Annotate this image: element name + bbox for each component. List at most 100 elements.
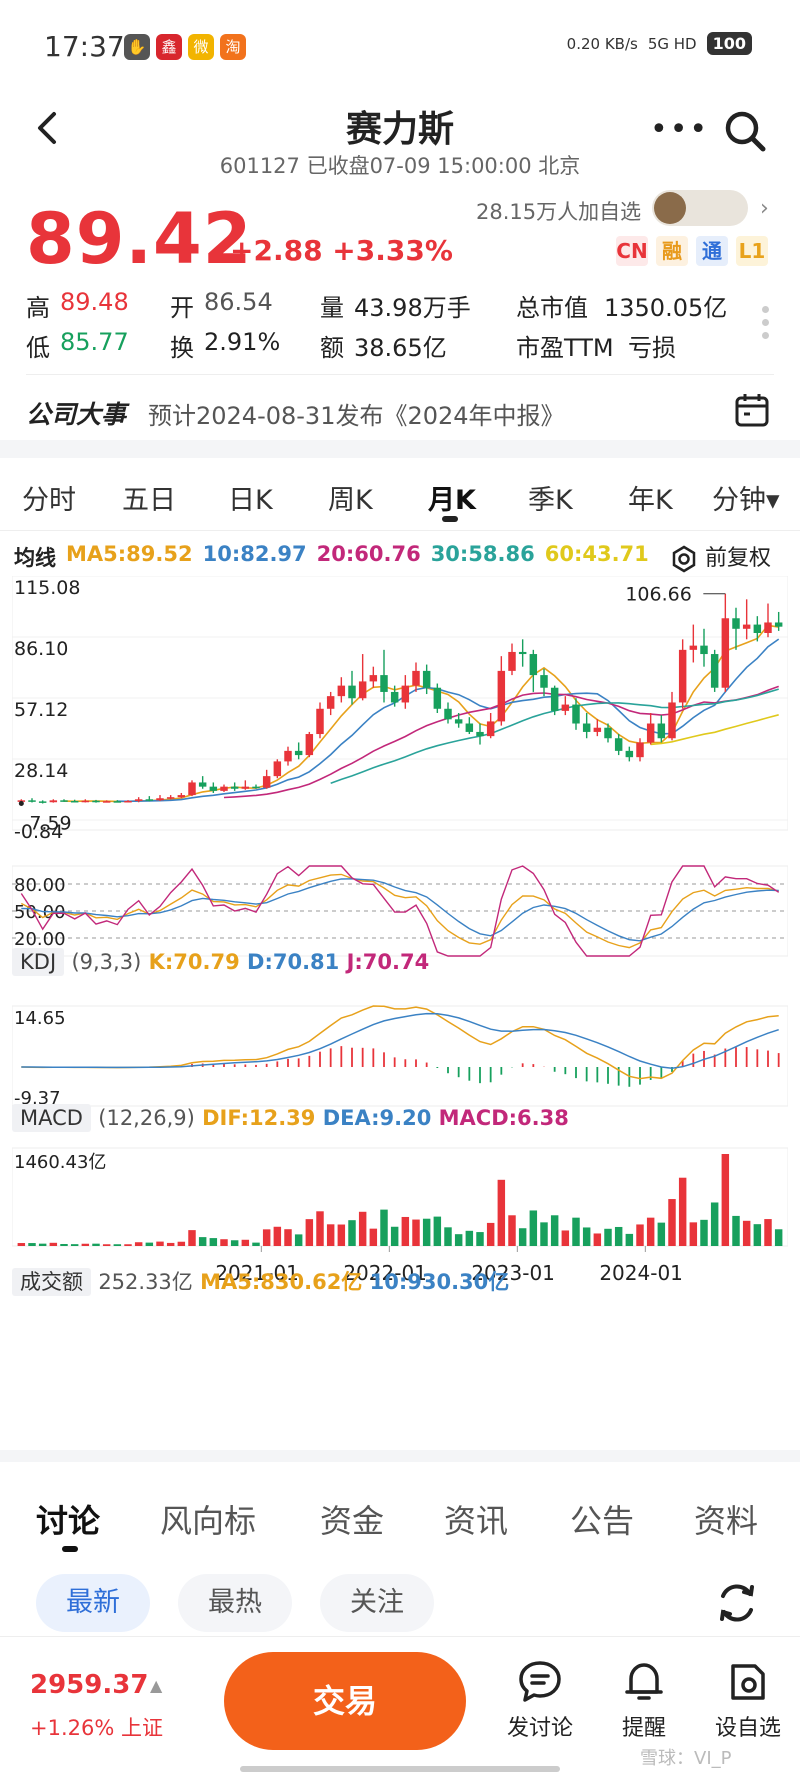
post-discussion-button[interactable]: 发讨论 bbox=[492, 1660, 588, 1742]
ma20-value: 20:60.76 bbox=[316, 542, 421, 566]
volume-bar bbox=[17, 1243, 26, 1246]
sort-latest[interactable]: 最新 bbox=[36, 1574, 150, 1632]
volume-bar bbox=[113, 1244, 122, 1246]
add-watchlist-button[interactable]: 设自选 bbox=[700, 1660, 796, 1742]
candle-body bbox=[156, 798, 164, 801]
volume-max-label: 1460.43亿 bbox=[14, 1152, 106, 1173]
margin-badge: 融 bbox=[656, 236, 688, 266]
status-bar: 17:37 ✋ 鑫 微 淘 0.20 KB/s 5G HD 100 bbox=[0, 0, 800, 90]
volume-bar bbox=[124, 1244, 132, 1246]
volume-bar bbox=[369, 1228, 378, 1246]
kdj-d: D:70.81 bbox=[247, 950, 340, 974]
trade-button[interactable]: 交易 bbox=[224, 1652, 466, 1750]
chevron-right-icon[interactable]: › bbox=[760, 196, 769, 221]
high-label: 高 bbox=[26, 294, 50, 322]
calendar-icon[interactable] bbox=[734, 392, 770, 428]
alert-button[interactable]: 提醒 bbox=[596, 1660, 692, 1742]
volume-bar bbox=[198, 1237, 207, 1246]
volume-ma10: 10:930.30亿 bbox=[369, 1270, 510, 1294]
candle-body bbox=[700, 645, 708, 655]
candle-body bbox=[348, 685, 356, 699]
x-tick-label: 2021-01 bbox=[215, 1261, 299, 1285]
candle-body bbox=[732, 618, 740, 629]
app-notification-icon: 淘 bbox=[220, 34, 246, 60]
tab-monthly-k[interactable]: 月K bbox=[428, 485, 476, 516]
kline-chart[interactable]: 115.08 86.10 57.12 28.14 -0.84 106.66 7.59 80.0… bbox=[12, 576, 788, 1408]
volume-pane-frame bbox=[12, 1147, 788, 1247]
active-tab-indicator bbox=[442, 516, 458, 522]
kdj-level-label: 50.00 bbox=[14, 902, 66, 923]
back-arrow-icon[interactable] bbox=[28, 108, 68, 148]
adjust-selector[interactable]: 前复权 bbox=[670, 540, 771, 573]
expand-stats-icon[interactable] bbox=[762, 300, 770, 345]
candle-body bbox=[92, 800, 100, 803]
tab-five-day[interactable]: 五日 bbox=[122, 485, 176, 516]
open-value: 86.54 bbox=[204, 288, 273, 316]
y-tick-label: 86.10 bbox=[14, 638, 68, 660]
volume-bar bbox=[444, 1227, 452, 1246]
volume-label[interactable]: 成交额 bbox=[12, 1268, 91, 1296]
candle-body bbox=[465, 723, 474, 732]
stock-subtitle: 601127 已收盘07-09 15:00:00 北京 bbox=[219, 154, 581, 178]
volume-bar bbox=[262, 1229, 271, 1246]
candle-body bbox=[390, 691, 399, 703]
volume-bar bbox=[476, 1232, 484, 1246]
volume-bar bbox=[572, 1217, 580, 1246]
mktcap-label: 总市值 bbox=[516, 294, 588, 322]
tab-quarterly-k[interactable]: 季K bbox=[528, 485, 573, 516]
network-speed: 0.20 KB/s bbox=[566, 34, 638, 53]
kdj-label[interactable]: KDJ bbox=[12, 948, 65, 976]
volume-bar bbox=[657, 1222, 666, 1246]
volume-bar bbox=[188, 1230, 196, 1246]
candle-body bbox=[252, 786, 260, 789]
candle-body bbox=[444, 708, 452, 720]
volume-bar bbox=[241, 1239, 250, 1246]
candle-body bbox=[166, 797, 175, 799]
followers-count[interactable]: 28.15万人加自选 bbox=[476, 200, 642, 224]
volume-bar bbox=[273, 1226, 282, 1246]
volume-bar bbox=[550, 1215, 559, 1246]
refresh-icon[interactable] bbox=[714, 1580, 760, 1626]
watermark: 雪球：VI_P bbox=[640, 1748, 732, 1769]
volume-bar bbox=[102, 1244, 111, 1246]
volume-bar bbox=[764, 1219, 772, 1246]
divider bbox=[0, 530, 800, 531]
tab-intraday[interactable]: 分时 bbox=[22, 485, 76, 516]
candle-body bbox=[188, 782, 196, 796]
tab-daily-k[interactable]: 日K bbox=[228, 485, 273, 516]
sort-following[interactable]: 关注 bbox=[320, 1574, 434, 1632]
y-tick-label: 57.12 bbox=[14, 699, 68, 721]
company-event-text[interactable]: 预计2024-08-31发布《2024年中报》 bbox=[148, 402, 565, 430]
macd-bottom-label: -9.37 bbox=[14, 1088, 61, 1109]
tab-profile[interactable]: 资料 bbox=[694, 1502, 759, 1540]
tab-funds[interactable]: 资金 bbox=[320, 1502, 385, 1540]
candle-body bbox=[540, 675, 548, 688]
index-value[interactable]: 2959.37 bbox=[30, 1670, 149, 1700]
pe-value: 亏损 bbox=[628, 334, 676, 362]
tab-indicator[interactable]: 风向标 bbox=[160, 1502, 257, 1540]
candle-body bbox=[454, 719, 463, 724]
candle-body bbox=[316, 708, 324, 735]
x-tick-label: 2022-01 bbox=[343, 1261, 427, 1285]
macd-label[interactable]: MACD bbox=[12, 1104, 91, 1132]
candle-body bbox=[60, 800, 68, 802]
sort-hottest[interactable]: 最热 bbox=[178, 1574, 292, 1632]
candle-body bbox=[593, 727, 602, 732]
volume-bar bbox=[284, 1229, 292, 1246]
tab-minute[interactable]: 分钟▾ bbox=[712, 485, 780, 516]
candle-body bbox=[294, 750, 303, 756]
tab-news[interactable]: 资讯 bbox=[444, 1502, 509, 1540]
tab-announcements[interactable]: 公告 bbox=[570, 1502, 635, 1540]
candle-body bbox=[198, 782, 207, 787]
kdj-level-label: 20.00 bbox=[14, 929, 66, 950]
more-options-icon[interactable]: ••• bbox=[650, 112, 710, 147]
tab-yearly-k[interactable]: 年K bbox=[628, 485, 673, 516]
candle-body bbox=[625, 750, 634, 758]
follower-avatars[interactable] bbox=[652, 190, 748, 226]
index-change[interactable]: +1.26% 上证 bbox=[30, 1716, 163, 1740]
tab-weekly-k[interactable]: 周K bbox=[328, 485, 373, 516]
turnover-value: 2.91% bbox=[204, 328, 281, 356]
search-icon[interactable] bbox=[722, 108, 768, 154]
tab-discussion[interactable]: 讨论 bbox=[36, 1502, 101, 1540]
home-indicator bbox=[240, 1766, 560, 1772]
